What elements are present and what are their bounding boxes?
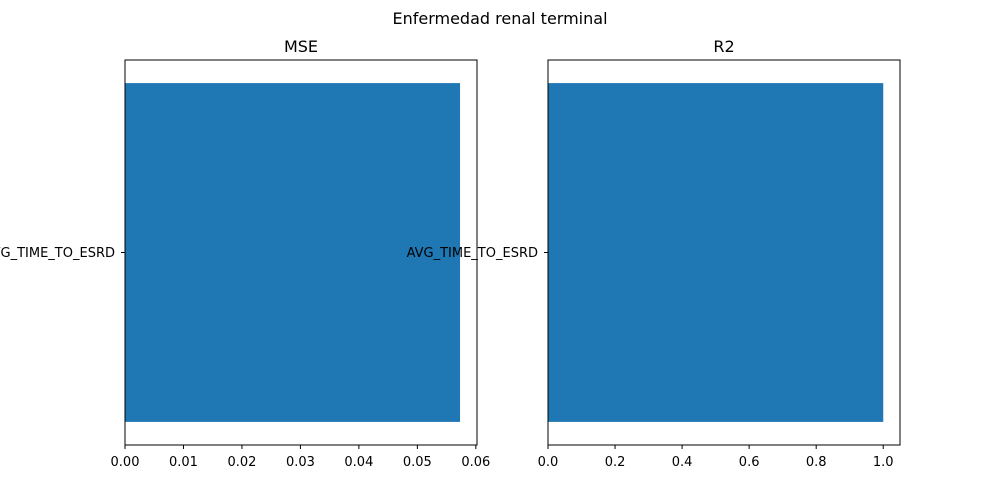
- r2-xtick-label: 0.2: [605, 455, 626, 470]
- r2-panel-title: R2: [713, 37, 734, 56]
- r2-xtick-label: 1.0: [873, 455, 894, 470]
- r2-xtick-label: 0.0: [538, 455, 559, 470]
- r2-panel: R2 AVG_TIME_TO_ESRD 0.0 0.2 0.4 0.6 0.8 1.0: [407, 37, 901, 470]
- mse-xtick-label: 0.05: [403, 455, 432, 470]
- mse-xtick-label: 0.04: [344, 455, 373, 470]
- mse-bar: [125, 83, 461, 422]
- mse-xtick-label: 0.01: [169, 455, 198, 470]
- mse-xtick-label: 0.00: [111, 455, 140, 470]
- r2-xtick-label: 0.6: [739, 455, 760, 470]
- mse-xtick-label: 0.02: [227, 455, 256, 470]
- figure-title: Enfermedad renal terminal: [392, 9, 607, 28]
- r2-bar: [548, 83, 884, 422]
- mse-axes-frame: [124, 59, 478, 446]
- mse-panel: MSE AVG_TIME_TO_ESRD 0.00 0.01 0.02 0.03 0.04…: [0, 37, 490, 470]
- r2-xtick-label: 0.8: [806, 455, 827, 470]
- r2-xtick-label: 0.4: [672, 455, 693, 470]
- mse-ytick-label: AVG_TIME_TO_ESRD: [0, 246, 115, 261]
- mse-xtick-label: 0.06: [461, 455, 490, 470]
- mse-xtick-label: 0.03: [286, 455, 315, 470]
- r2-ytick-label: AVG_TIME_TO_ESRD: [407, 246, 538, 261]
- r2-axes-frame: [547, 59, 901, 446]
- mse-panel-title: MSE: [284, 37, 318, 56]
